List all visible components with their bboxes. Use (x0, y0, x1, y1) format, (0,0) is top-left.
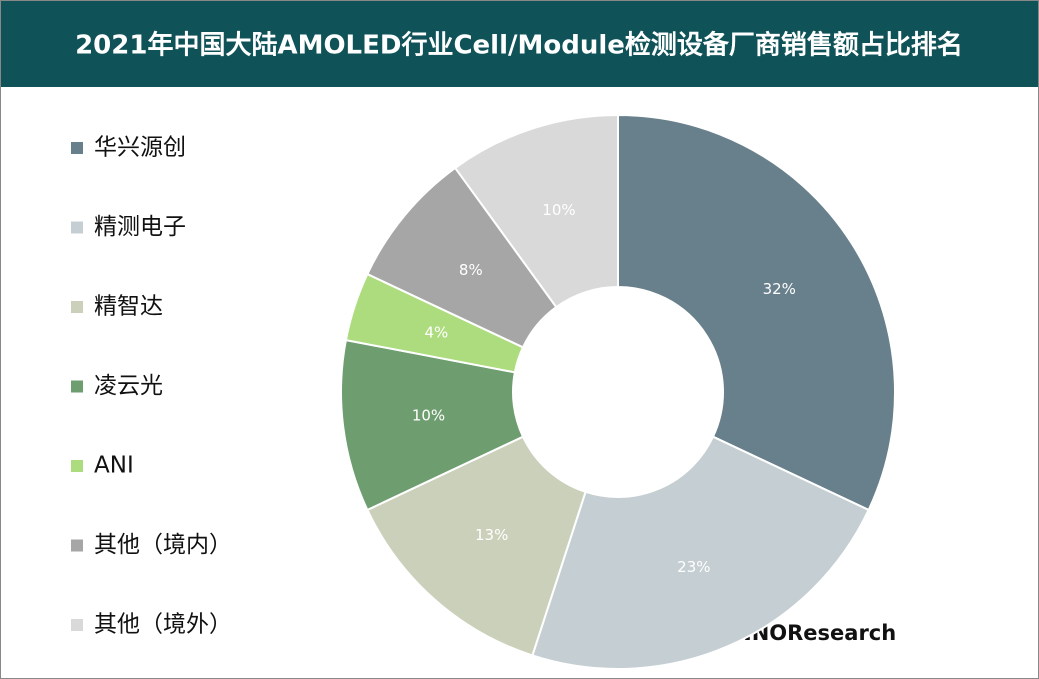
legend-swatch (71, 221, 83, 234)
legend-swatch (71, 380, 83, 393)
legend-label: ANI (94, 453, 134, 479)
legend-swatch (71, 142, 83, 154)
data-label: 10% (542, 201, 575, 219)
data-label: 23% (677, 558, 710, 576)
chart-title: 2021年中国大陆AMOLED行业Cell/Module检测设备厂商销售额占比排… (75, 30, 963, 61)
data-label: 8% (459, 261, 483, 279)
data-label: 4% (424, 323, 448, 341)
legend-label: 精智达 (94, 294, 163, 320)
legend-label: 精测电子 (94, 214, 186, 240)
legend-swatch (71, 539, 83, 552)
data-label: 10% (412, 406, 445, 424)
data-label: 13% (475, 526, 508, 544)
data-label: 32% (763, 280, 796, 298)
slice (531, 435, 870, 670)
slice (340, 338, 525, 512)
title-bar (1, 1, 1038, 87)
slice (453, 113, 619, 309)
legend-label: 凌云光 (94, 373, 163, 399)
legend-label: 华兴源创 (94, 135, 186, 161)
slice (617, 113, 896, 512)
slice (366, 435, 587, 657)
legend-swatch (71, 460, 83, 472)
legend-label: 其他（境内） (94, 532, 232, 558)
legend-swatch (71, 619, 83, 631)
legend-swatch (71, 301, 83, 313)
legend-label: 其他（境外） (94, 612, 232, 638)
